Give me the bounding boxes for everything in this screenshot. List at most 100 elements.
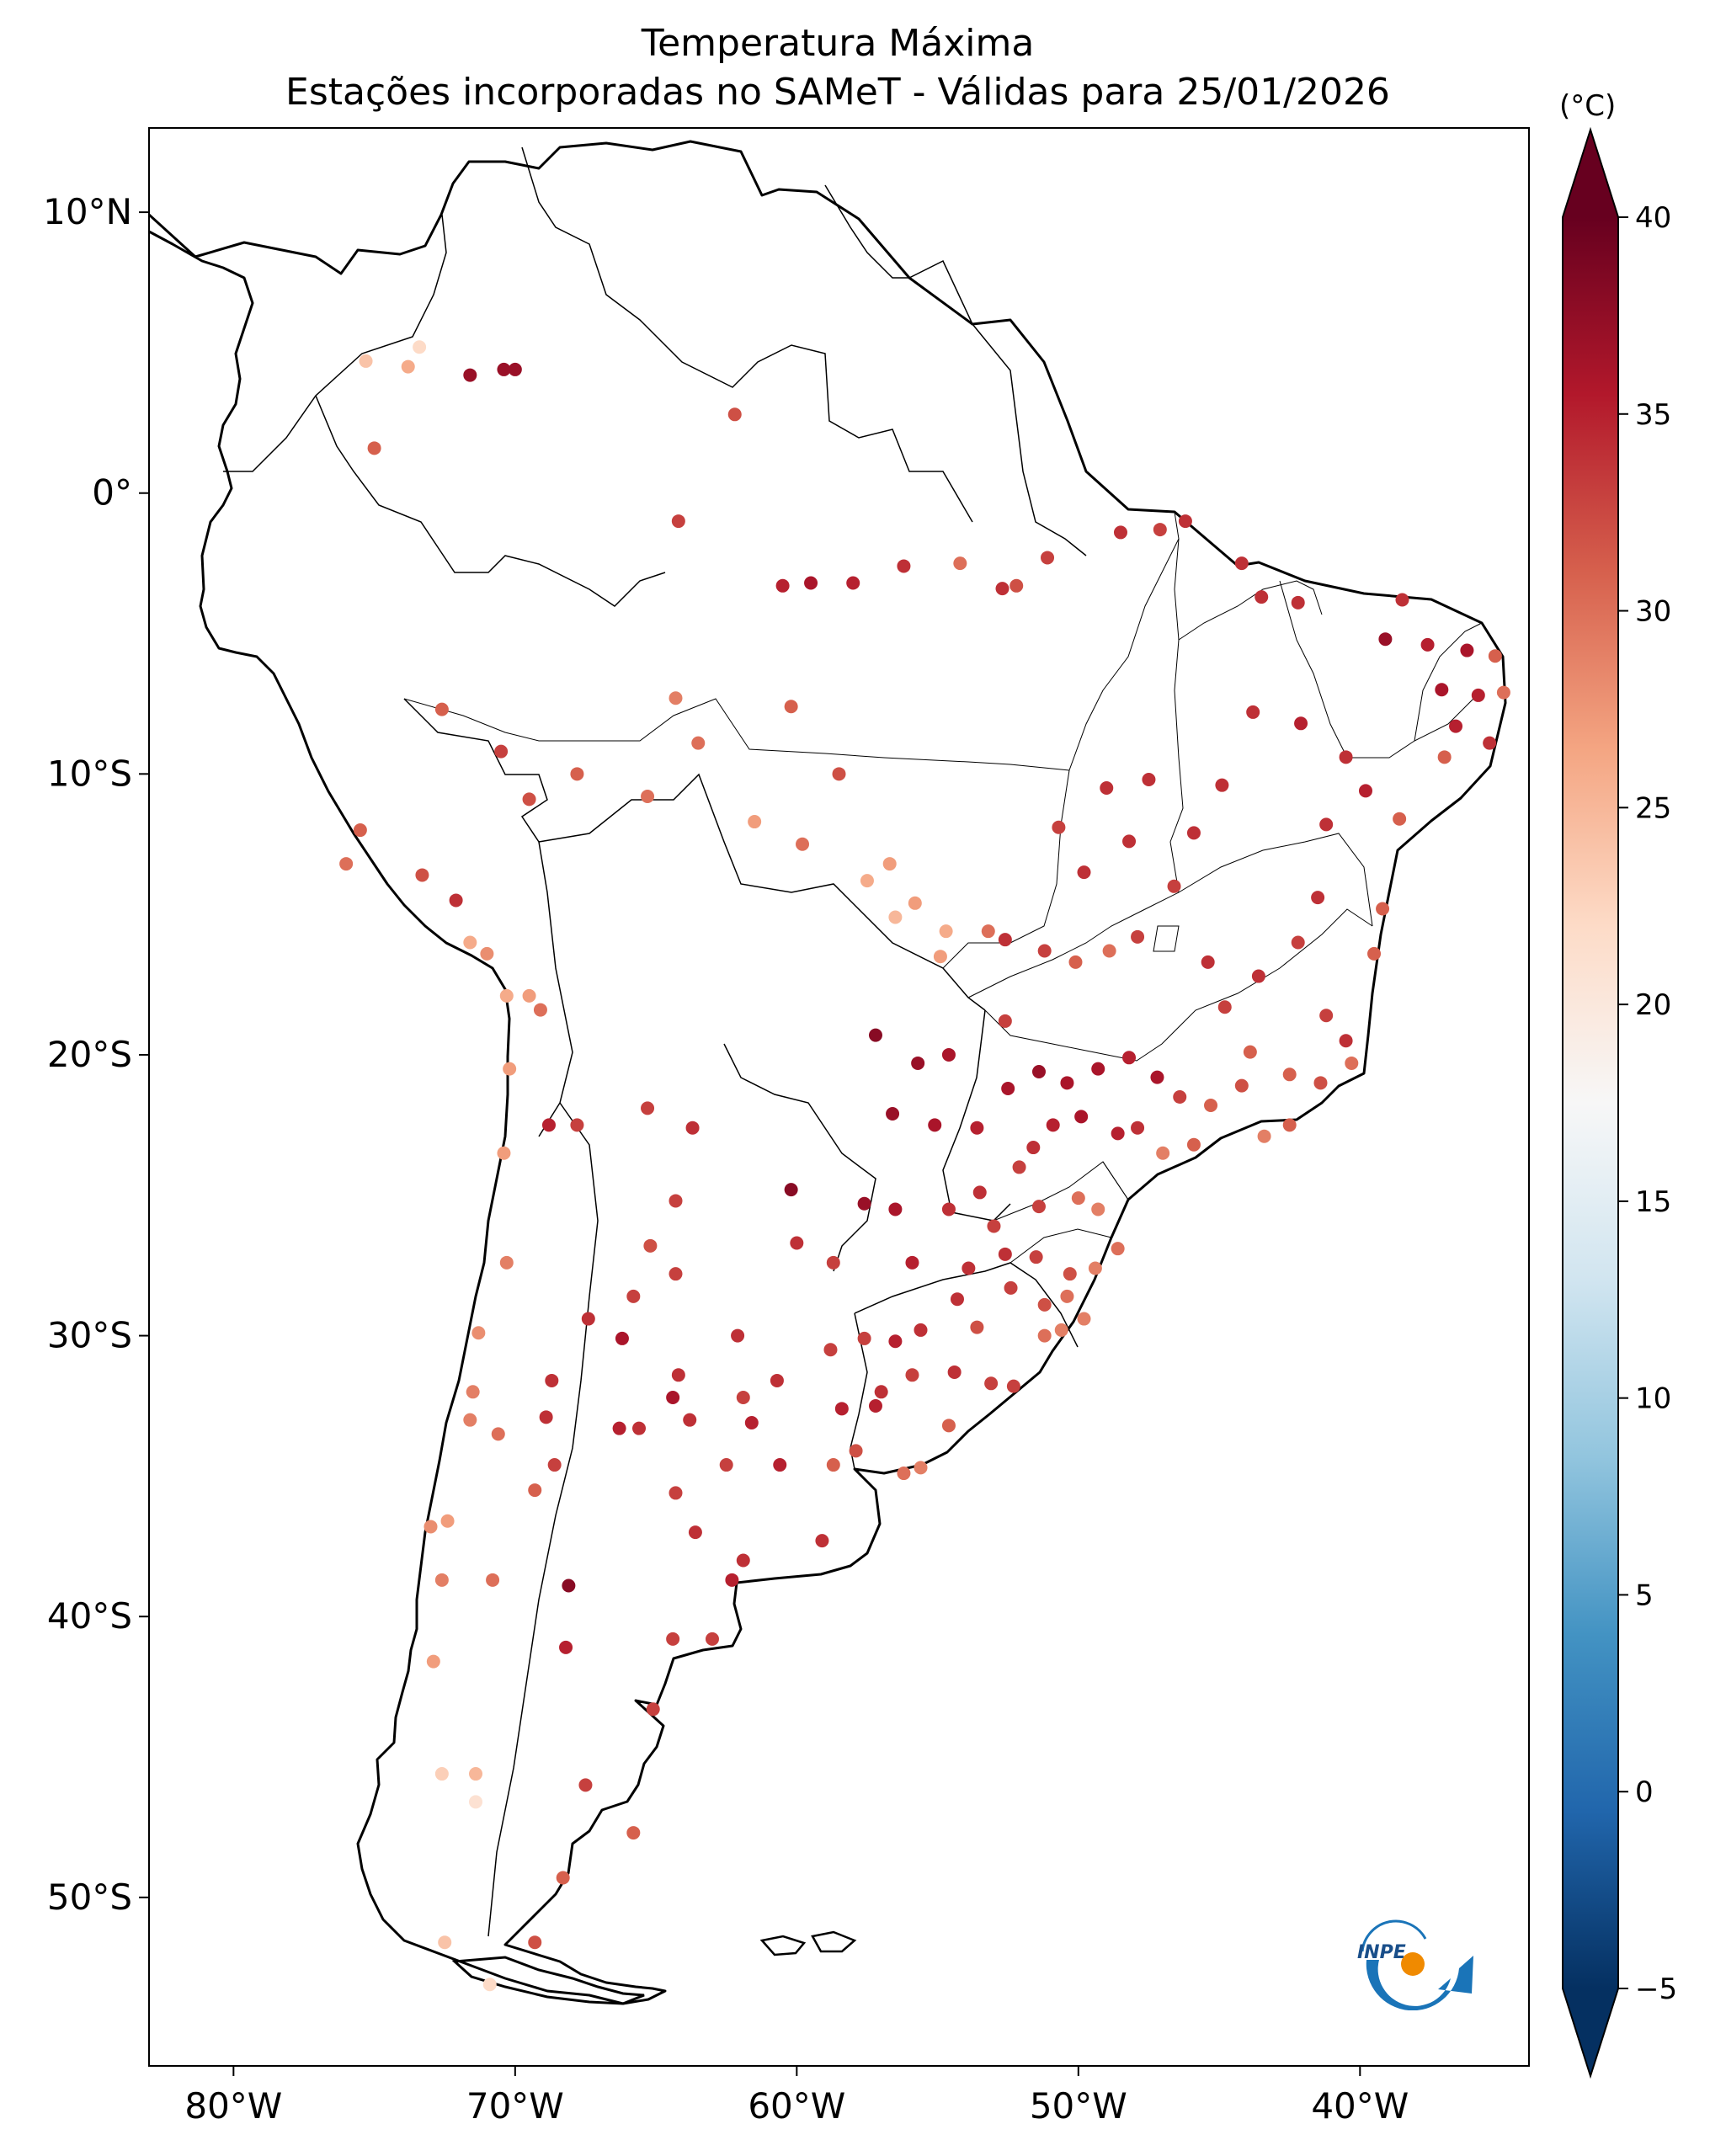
station-point	[1471, 688, 1485, 702]
station-point	[339, 857, 354, 871]
station-point	[685, 1121, 700, 1135]
falklands-outline	[759, 1930, 857, 1956]
station-point	[671, 514, 685, 529]
station-point	[1054, 1323, 1068, 1337]
lat-tick-label: 0°	[92, 472, 132, 514]
station-point	[482, 1978, 497, 1992]
station-point	[1178, 514, 1192, 529]
station-point	[914, 1461, 928, 1475]
station-point	[1091, 1202, 1105, 1216]
station-point	[770, 1373, 784, 1387]
station-point	[1122, 1051, 1137, 1065]
station-point	[736, 1390, 750, 1404]
station-point	[469, 1795, 483, 1809]
station-point	[1026, 1141, 1041, 1155]
station-point	[998, 1247, 1012, 1261]
station-point	[815, 1534, 829, 1548]
station-point	[857, 1196, 871, 1211]
station-point	[353, 823, 367, 838]
station-point	[719, 1458, 733, 1472]
station-point	[784, 700, 798, 714]
station-point	[643, 1238, 658, 1253]
station-point	[914, 1323, 928, 1337]
station-point	[666, 1632, 680, 1646]
station-point	[1091, 1062, 1105, 1076]
station-point	[1282, 1118, 1297, 1132]
station-point	[559, 1640, 573, 1654]
station-point	[449, 893, 463, 908]
map-background	[149, 128, 1529, 2066]
station-point	[1234, 556, 1249, 571]
station-point	[939, 924, 953, 939]
station-point	[897, 1467, 911, 1481]
station-point	[998, 1014, 1012, 1028]
station-point	[905, 1368, 919, 1382]
station-point	[888, 910, 903, 924]
station-point	[469, 1767, 483, 1781]
station-point	[972, 1185, 987, 1200]
lon-tick-label: 60°W	[748, 2085, 845, 2127]
station-point	[1186, 1137, 1201, 1152]
station-point	[1071, 1191, 1085, 1206]
station-point	[1111, 1242, 1125, 1256]
station-point	[1006, 1379, 1020, 1393]
station-point	[1345, 1056, 1359, 1070]
station-point	[641, 1101, 655, 1115]
tierra-del-fuego-outline	[451, 1956, 645, 2005]
station-point	[1201, 955, 1215, 969]
station-point	[581, 1312, 595, 1326]
station-point	[748, 815, 762, 829]
station-point	[612, 1421, 626, 1435]
station-point	[1435, 683, 1449, 697]
station-markers	[339, 340, 1510, 1992]
station-point	[503, 1062, 517, 1076]
station-point	[1291, 595, 1305, 610]
station-point	[826, 1255, 840, 1270]
station-point	[1358, 784, 1372, 798]
station-point	[897, 559, 911, 573]
station-point	[1395, 593, 1409, 607]
station-point	[1009, 578, 1024, 593]
lon-tick-label: 80°W	[184, 2085, 282, 2127]
station-point	[434, 1767, 449, 1781]
station-point	[744, 1416, 759, 1430]
station-point	[494, 744, 509, 759]
station-point	[823, 1343, 838, 1357]
station-point	[1204, 1099, 1218, 1113]
station-point	[953, 556, 967, 571]
station-point	[508, 362, 522, 376]
station-point	[666, 1390, 680, 1404]
station-point	[1037, 1297, 1052, 1312]
station-point	[727, 407, 742, 422]
station-point	[1153, 523, 1167, 537]
station-point	[1234, 1078, 1249, 1093]
station-point	[1088, 1261, 1102, 1275]
station-point	[1449, 719, 1463, 733]
station-point	[1376, 902, 1390, 916]
station-point	[1257, 1129, 1271, 1143]
station-point	[1052, 820, 1066, 834]
station-point	[705, 1632, 719, 1646]
station-point	[1393, 812, 1407, 826]
station-point	[401, 359, 415, 374]
station-point	[570, 767, 584, 781]
station-point	[1068, 955, 1083, 969]
colorbar-unit: (°C)	[1559, 89, 1617, 123]
station-point	[846, 576, 860, 590]
station-point	[1077, 865, 1091, 880]
station-point	[434, 702, 449, 716]
station-point	[933, 950, 947, 964]
station-point	[1113, 525, 1127, 540]
station-point	[463, 1413, 477, 1427]
station-point	[669, 1486, 683, 1500]
station-point	[804, 576, 818, 590]
station-point	[522, 988, 536, 1003]
station-point	[1339, 1034, 1353, 1048]
station-point	[1460, 643, 1474, 657]
station-point	[1001, 1081, 1015, 1095]
station-point	[688, 1525, 702, 1540]
station-point	[796, 837, 810, 851]
station-point	[691, 736, 706, 750]
station-point	[868, 1028, 882, 1042]
